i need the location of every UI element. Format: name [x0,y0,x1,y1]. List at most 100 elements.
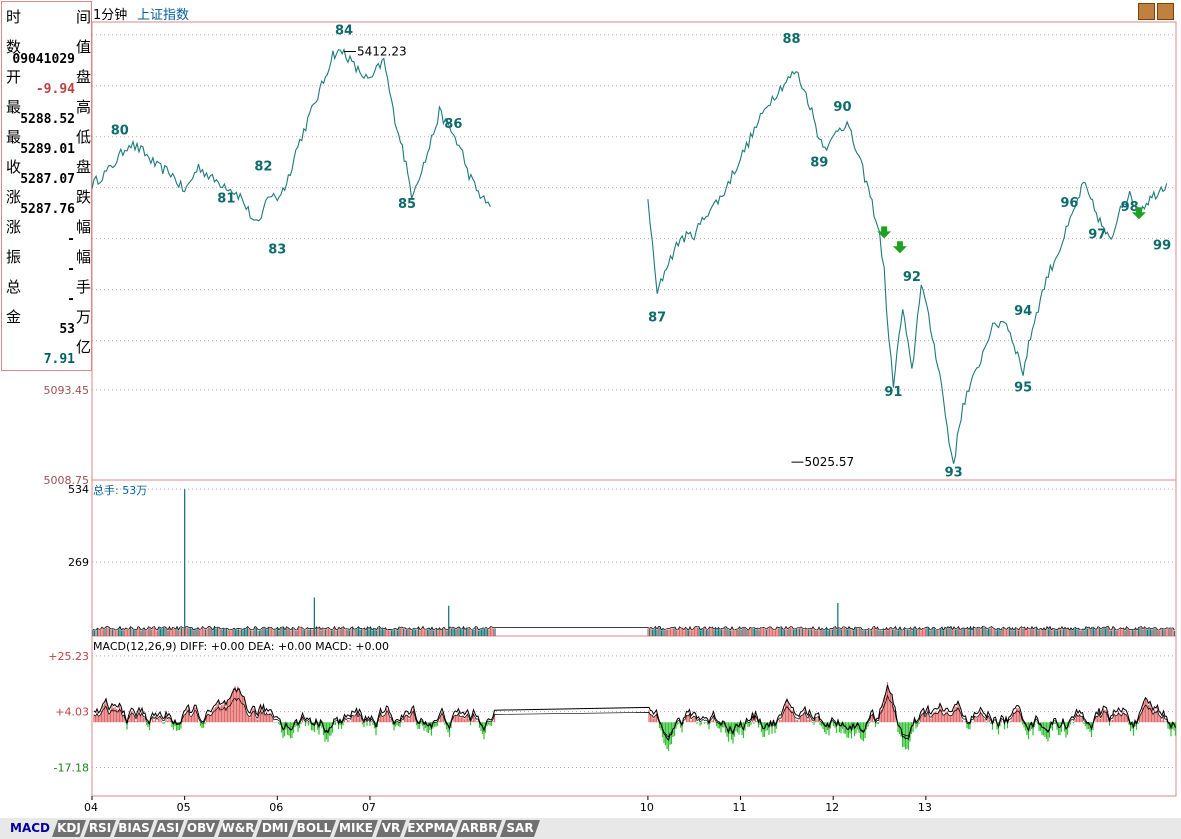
info-unit: 盘 [75,158,91,176]
tab-macd[interactable]: MACD [6,820,54,837]
info-label: 开 [6,68,22,86]
wave-label: 91 [884,385,902,400]
tab-rsi[interactable]: RSI [84,820,116,837]
info-row: 总 手- [2,274,93,307]
info-unit: 亿 [75,338,91,356]
wave-label: 87 [648,310,666,325]
x-axis-label: 05 [177,801,191,814]
down-arrow-icon [892,241,907,254]
info-value: 5287.76 [20,202,75,217]
price-line [647,70,1168,464]
wave-label: 95 [1014,381,1032,396]
macd-diff-line [93,684,1176,742]
wave-label: 80 [111,124,129,139]
x-axis-label: 06 [269,801,283,814]
tab-wr[interactable]: W&R [218,820,258,837]
x-axis-label: 13 [918,801,932,814]
tab-vr[interactable]: VR [376,820,406,837]
macd-y-tick: +25.23 [48,650,89,663]
x-axis-label: 04 [84,801,98,814]
price-y-tick: 5008.75 [44,474,90,487]
indicator-tab-bar: MACD KDJ RSI BIAS ASI OBV W&R DMI BOLL MIKE VR EXPM… [0,818,1181,839]
info-row: 收 盘 5287.07 [2,154,93,187]
info-label: 总 [6,278,22,296]
info-label: 最 [6,128,22,146]
wave-label: 90 [833,100,851,115]
wave-label: 99 [1153,238,1171,253]
info-label: 涨 [6,188,22,206]
info-value: 09041029 [12,52,75,67]
info-unit: 高 [75,98,91,116]
info-value: -9.94 [35,82,75,97]
info-row: 金 万 53 [2,304,93,337]
restore-icon[interactable] [1138,3,1155,20]
info-label: 最 [6,98,22,116]
volume-y-tick: 534 [68,483,89,496]
tab-kdj[interactable]: KDJ [52,820,86,837]
wave-label: 93 [945,466,963,481]
info-unit: 低 [75,128,91,146]
info-row: 亿 7.91 [2,334,93,367]
tab-boll[interactable]: BOLL [292,820,336,837]
price-y-tick: 5093.45 [44,384,90,397]
info-value: 5288.52 [20,112,75,127]
info-label: 收 [6,158,22,176]
wave-label: 84 [335,24,353,39]
info-unit: 万 [75,308,91,326]
info-value: - [67,262,75,277]
info-panel: 时间数值 09041029 开盘 -9.94 最高 5288.52 最低 5289.01 收盘 5… [1,1,92,371]
high-value-label: 5412.23 [357,44,407,58]
info-unit: 手 [75,278,91,296]
info-unit: 跌 [75,188,91,206]
wave-label: 83 [268,243,286,258]
period-label[interactable]: 1分钟 [93,8,128,23]
maximize-icon[interactable] [1157,3,1174,20]
info-label: 数 [6,38,22,56]
macd-title: MACD(12,26,9) DIFF: +0.00 DEA: +0.00 MAC… [93,640,389,653]
tab-asi[interactable]: ASI [152,820,184,837]
info-unit: 盘 [75,68,91,86]
tab-arbr[interactable]: ARBR [456,820,502,837]
tab-expma[interactable]: EXPMA [404,820,458,837]
info-value: 7.91 [43,352,75,367]
info-value: - [67,292,75,307]
x-axis-label: 12 [825,801,839,814]
price-line [91,47,491,222]
macd-y-tick: -17.18 [54,762,89,775]
info-row: 时间 [2,4,93,30]
wave-label: 81 [217,192,235,207]
wave-label: 97 [1088,228,1106,243]
info-unit: 间 [75,8,91,26]
macd-y-tick: +4.03 [55,706,89,719]
info-row: 最 高 5288.52 [2,94,93,127]
tab-dmi[interactable]: DMI [256,820,294,837]
info-row: 数 值 09041029 [2,34,93,67]
tab-mike[interactable]: MIKE [334,820,378,837]
info-value: - [67,232,75,247]
volume-title: 总手: 53万 [93,483,147,497]
wave-label: 85 [398,197,416,212]
info-unit: 幅 [75,218,91,236]
x-axis-label: 11 [733,801,747,814]
index-name[interactable]: 上证指数 [137,8,190,23]
info-row: 最 低 5289.01 [2,124,93,157]
info-value: 5289.01 [20,142,75,157]
tab-sar[interactable]: SAR [500,820,540,837]
wave-label: 86 [444,117,462,132]
info-row: 涨 跌 5287.76 [2,184,93,217]
wave-label: 88 [782,32,800,47]
wave-label: 82 [254,160,272,175]
info-value: 5287.07 [20,172,75,187]
wave-label: 98 [1121,200,1139,215]
down-arrow-icon [877,226,892,239]
wave-label: 89 [810,155,828,170]
info-value: 53 [59,322,75,337]
tab-obv[interactable]: OBV [182,820,220,837]
volume-y-tick: 269 [68,556,89,569]
info-label: 时 [6,8,22,26]
x-axis-label: 07 [362,801,376,814]
tab-bias[interactable]: BIAS [114,820,154,837]
x-axis-label: 10 [640,801,654,814]
wave-label: 96 [1060,196,1078,211]
